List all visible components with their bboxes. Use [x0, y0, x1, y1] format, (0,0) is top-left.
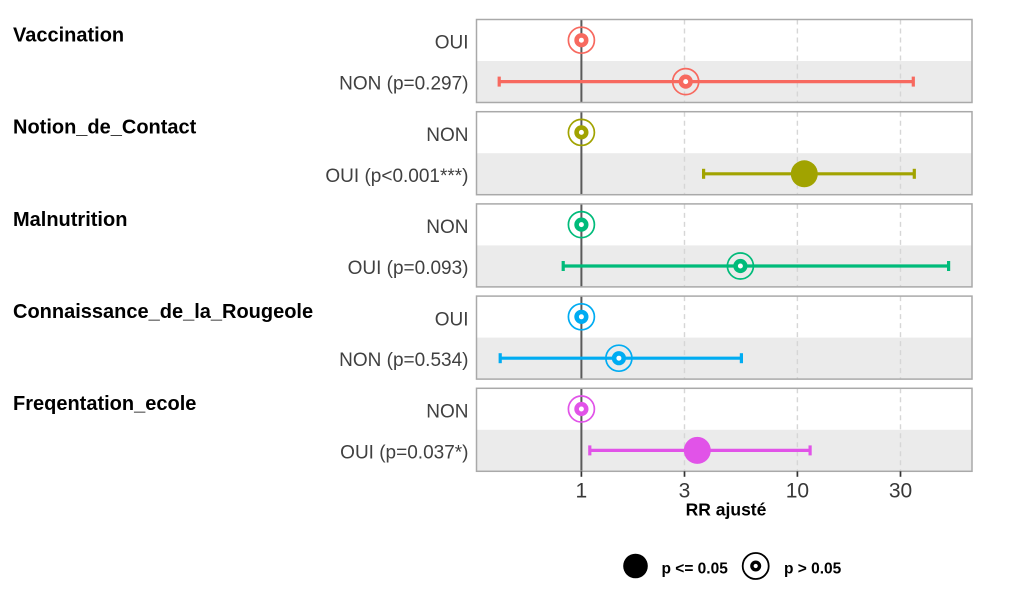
svg-text:1: 1 [576, 479, 588, 502]
svg-text:OUI (p<0.001***): OUI (p<0.001***) [325, 166, 468, 187]
svg-text:Malnutrition: Malnutrition [13, 209, 127, 231]
svg-text:30: 30 [889, 479, 912, 502]
svg-text:OUI (p=0.093): OUI (p=0.093) [348, 258, 469, 279]
svg-text:p > 0.05: p > 0.05 [784, 560, 842, 577]
svg-text:Vaccination: Vaccination [13, 24, 124, 46]
svg-text:NON: NON [426, 217, 468, 238]
svg-text:OUI (p=0.037*): OUI (p=0.037*) [340, 442, 468, 463]
svg-text:RR ajusté: RR ajusté [686, 500, 767, 520]
svg-text:3: 3 [679, 479, 691, 502]
svg-text:Freqentation_ecole: Freqentation_ecole [13, 393, 196, 415]
svg-text:OUI: OUI [435, 33, 469, 54]
svg-text:OUI: OUI [435, 309, 469, 330]
svg-text:Connaissance_de_la_Rougeole: Connaissance_de_la_Rougeole [13, 301, 313, 323]
svg-text:NON: NON [426, 125, 468, 146]
svg-text:NON (p=0.297): NON (p=0.297) [339, 74, 468, 95]
svg-text:NON (p=0.534): NON (p=0.534) [339, 350, 468, 371]
svg-text:p <= 0.05: p <= 0.05 [662, 560, 729, 577]
svg-text:10: 10 [786, 479, 809, 502]
svg-text:Notion_de_Contact: Notion_de_Contact [13, 117, 197, 139]
svg-text:NON: NON [426, 402, 468, 423]
